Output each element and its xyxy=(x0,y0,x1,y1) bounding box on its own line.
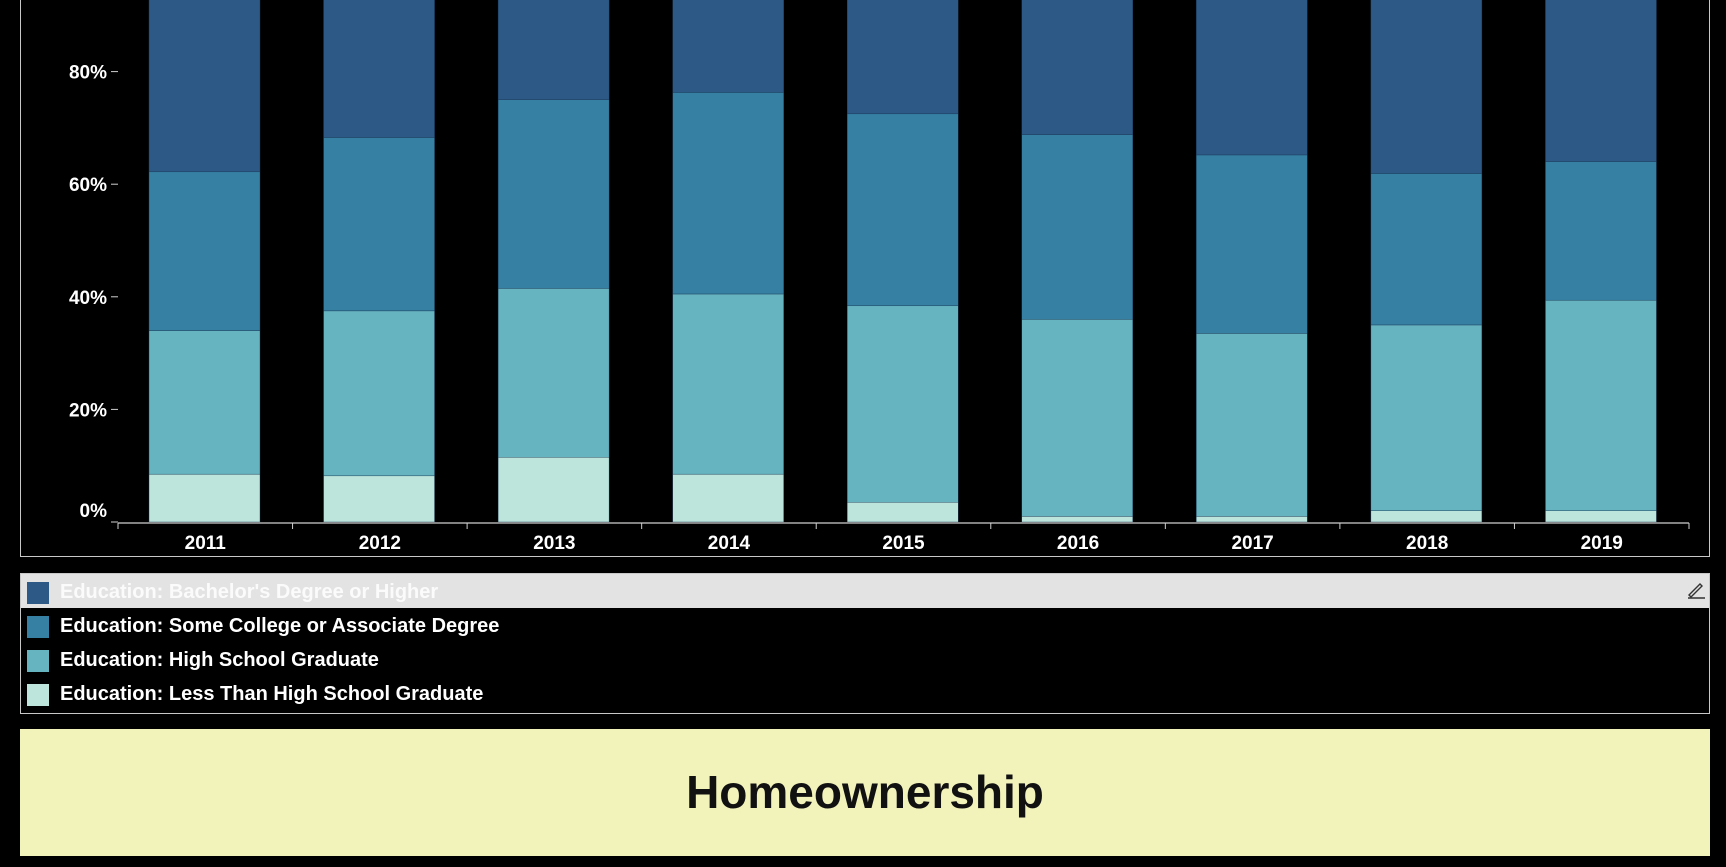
bar-segment xyxy=(1545,0,1657,162)
bar-segment xyxy=(1370,324,1483,511)
x-tick-label: 2014 xyxy=(708,533,751,554)
legend-label: Education: High School Graduate xyxy=(60,649,379,671)
bar-segment xyxy=(1021,319,1133,517)
bar-segment xyxy=(148,0,261,173)
legend-swatch xyxy=(27,650,49,672)
y-tick-label: 60% xyxy=(69,175,107,196)
bar-segment xyxy=(847,113,959,307)
bar-segment xyxy=(497,99,610,289)
x-tick-label: 2018 xyxy=(1406,533,1448,554)
y-tick-label: 40% xyxy=(69,288,107,309)
legend-swatch xyxy=(27,616,49,638)
x-tick-label: 2012 xyxy=(359,533,401,554)
section-banner: Homeownership xyxy=(20,729,1710,856)
x-tick-label: 2013 xyxy=(533,533,575,554)
legend-item-bachelors[interactable]: Education: Bachelor's Degree or Higher xyxy=(21,574,1709,608)
bar-segment xyxy=(847,502,959,523)
legend-label: Education: Bachelor's Degree or Higher xyxy=(60,581,439,603)
stacked-bar-chart: 2011 2012 2013 2014 2015 2016 2017 2018 2019 0% 20… xyxy=(69,0,1690,554)
bar-segment xyxy=(1021,516,1133,523)
bar-segment xyxy=(323,475,435,523)
bar-segment xyxy=(1021,0,1133,135)
bar-segment xyxy=(1370,0,1483,174)
bar-segment xyxy=(497,288,610,458)
x-tick-label: 2015 xyxy=(882,533,925,554)
bar-segment xyxy=(1021,134,1133,320)
bar-segment xyxy=(1545,161,1657,301)
y-tick-label: 20% xyxy=(69,400,107,421)
bar-segment xyxy=(672,293,784,475)
bar-segment xyxy=(148,171,261,331)
chart-panel: 2011 2012 2013 2014 2015 2016 2017 2018 2019 0% 20… xyxy=(20,0,1710,557)
bar-segment xyxy=(672,92,784,295)
pencil-icon[interactable] xyxy=(1685,578,1707,600)
bar-segment xyxy=(1370,510,1483,523)
bar-segment xyxy=(1196,333,1308,517)
bar-segment xyxy=(1370,173,1483,326)
bar-segment xyxy=(323,310,435,477)
bar-segment xyxy=(1196,154,1308,334)
x-tick-label: 2019 xyxy=(1581,533,1623,554)
chart-legend: Education: Bachelor's Degree or Higher E… xyxy=(20,573,1710,714)
x-tick-label: 2016 xyxy=(1057,533,1099,554)
legend-swatch xyxy=(27,582,49,604)
bar-segment xyxy=(847,0,959,115)
bar-segment xyxy=(323,137,435,312)
bar-segment xyxy=(497,0,610,100)
bar-segment xyxy=(672,473,784,523)
legend-label: Education: Some College or Associate Deg… xyxy=(60,615,500,637)
bar-segment xyxy=(323,0,435,138)
section-title: Homeownership xyxy=(686,766,1044,818)
bar-segment xyxy=(497,457,610,523)
legend-swatch xyxy=(27,684,49,706)
bar-segment xyxy=(1545,510,1657,523)
legend-item-some-college[interactable]: Education: Some College or Associate Deg… xyxy=(21,608,1709,642)
bar-segment xyxy=(672,0,784,93)
x-tick-label: 2011 xyxy=(185,533,227,554)
bar-segment xyxy=(1545,299,1657,511)
bar-segment xyxy=(1196,0,1308,156)
legend-item-less-than-high-school[interactable]: Education: Less Than High School Graduat… xyxy=(21,676,1709,710)
legend-label: Education: Less Than High School Graduat… xyxy=(60,683,484,705)
x-tick-label: 2017 xyxy=(1231,533,1273,554)
y-tick-label: 0% xyxy=(80,501,108,522)
bar-segment xyxy=(847,305,959,503)
legend-item-high-school[interactable]: Education: High School Graduate xyxy=(21,642,1709,676)
bar-segment xyxy=(148,330,261,475)
bar-segment xyxy=(1196,516,1308,523)
y-tick-label: 80% xyxy=(69,63,107,84)
bar-segment xyxy=(148,473,261,523)
